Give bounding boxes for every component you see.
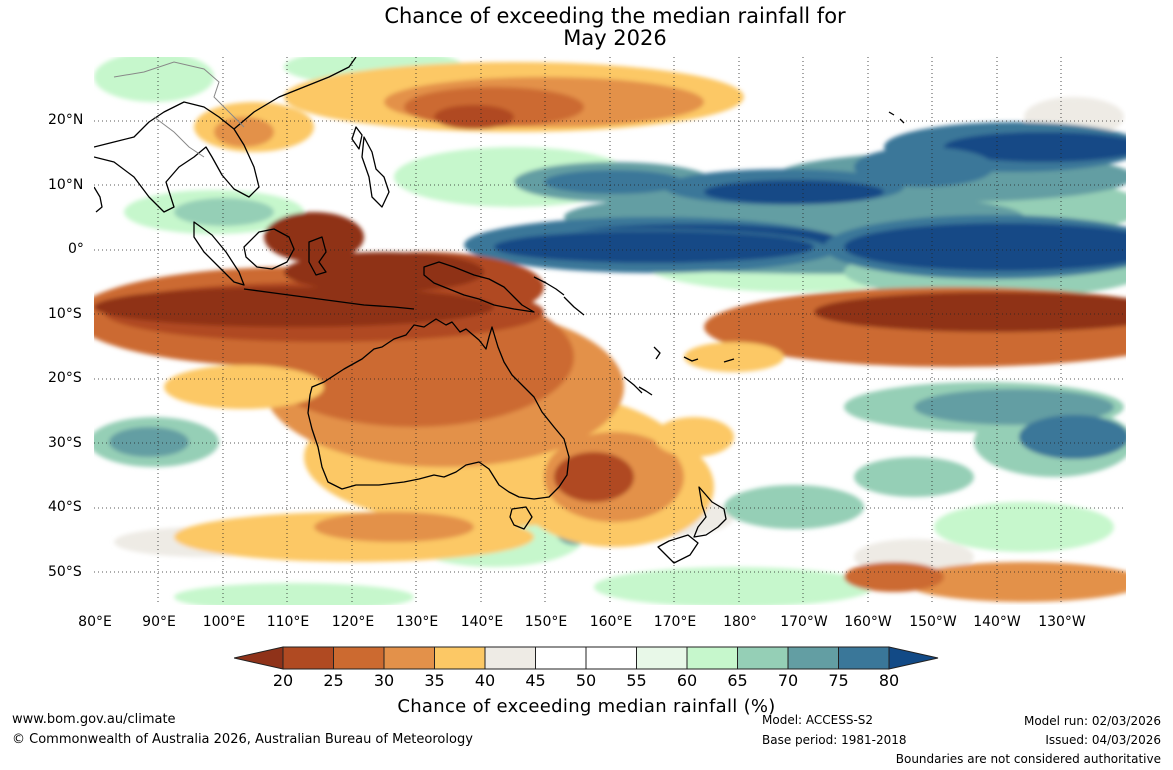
copyright-text: © Commonwealth of Australia 2026, Austra… [12, 732, 473, 747]
lat-label: 30°S [48, 435, 88, 451]
model-run-text: Model run: 02/03/2026 [1024, 714, 1161, 728]
colorbar-bin [334, 647, 385, 669]
disclaimer-text: Boundaries are not considered authoritat… [896, 752, 1161, 766]
colorbar-tick-label: 25 [323, 671, 343, 690]
lon-label: 160°W [844, 614, 892, 630]
rainfall-map [94, 57, 1126, 605]
colorbar-bin [788, 647, 839, 669]
lon-label: 140°W [973, 614, 1021, 630]
colorbar-bin [637, 647, 688, 669]
lon-label: 130°E [396, 614, 439, 630]
lon-label: 80°E [78, 614, 112, 630]
lat-label: 50°S [48, 564, 88, 580]
lon-label: 110°E [267, 614, 310, 630]
colorbar-bin [384, 647, 435, 669]
map-title-line2: May 2026 [0, 26, 1173, 50]
lat-label: 40°S [48, 499, 88, 515]
colorbar-tick-label: 75 [828, 671, 848, 690]
lat-label: 10°N [48, 177, 88, 193]
lon-label: 160°E [590, 614, 633, 630]
lat-label: 10°S [48, 306, 88, 322]
colorbar-bin [485, 647, 536, 669]
base-period-text: Base period: 1981-2018 [762, 733, 907, 747]
lon-label: 180° [723, 614, 757, 630]
colorbar-tick-label: 35 [424, 671, 444, 690]
colorbar-bin [738, 647, 789, 669]
colorbar-tick-label: 30 [374, 671, 394, 690]
lon-label: 170°E [654, 614, 697, 630]
lat-label: 20°N [48, 112, 88, 128]
colorbar-tick-label: 55 [626, 671, 646, 690]
colorbar-bin [283, 647, 334, 669]
lon-label: 100°E [203, 614, 246, 630]
colorbar-bin [536, 647, 587, 669]
colorbar-tick-label: 50 [576, 671, 596, 690]
colorbar-title: Chance of exceeding median rainfall (%) [0, 696, 1173, 717]
lat-label: 0° [68, 241, 108, 257]
colorbar-bin [687, 647, 738, 669]
colorbar-tick-label: 40 [475, 671, 495, 690]
colorbar-tick-label: 60 [677, 671, 697, 690]
colorbar-tick-label: 45 [525, 671, 545, 690]
website-link[interactable]: www.bom.gov.au/climate [12, 712, 176, 727]
colorbar-arrow-above [889, 647, 938, 669]
lon-label: 120°E [332, 614, 375, 630]
lat-label: 20°S [48, 370, 88, 386]
lon-label: 130°W [1038, 614, 1086, 630]
colorbar-tick-label: 65 [727, 671, 747, 690]
lon-label: 90°E [142, 614, 176, 630]
lon-label: 140°E [461, 614, 504, 630]
colorbar-bin [435, 647, 486, 669]
lon-label: 150°E [525, 614, 568, 630]
colorbar [234, 645, 940, 671]
lon-label: 150°W [909, 614, 957, 630]
model-text: Model: ACCESS-S2 [762, 713, 873, 727]
colorbar-tick-label: 20 [273, 671, 293, 690]
colorbar-bin [839, 647, 890, 669]
issued-text: Issued: 04/03/2026 [1045, 733, 1161, 747]
colorbar-arrow-below [234, 647, 283, 669]
colorbar-tick-label: 80 [879, 671, 899, 690]
colorbar-tick-label: 70 [778, 671, 798, 690]
colorbar-bin [586, 647, 637, 669]
map-title-line1: Chance of exceeding the median rainfall … [0, 4, 1173, 28]
lon-label: 170°W [780, 614, 828, 630]
